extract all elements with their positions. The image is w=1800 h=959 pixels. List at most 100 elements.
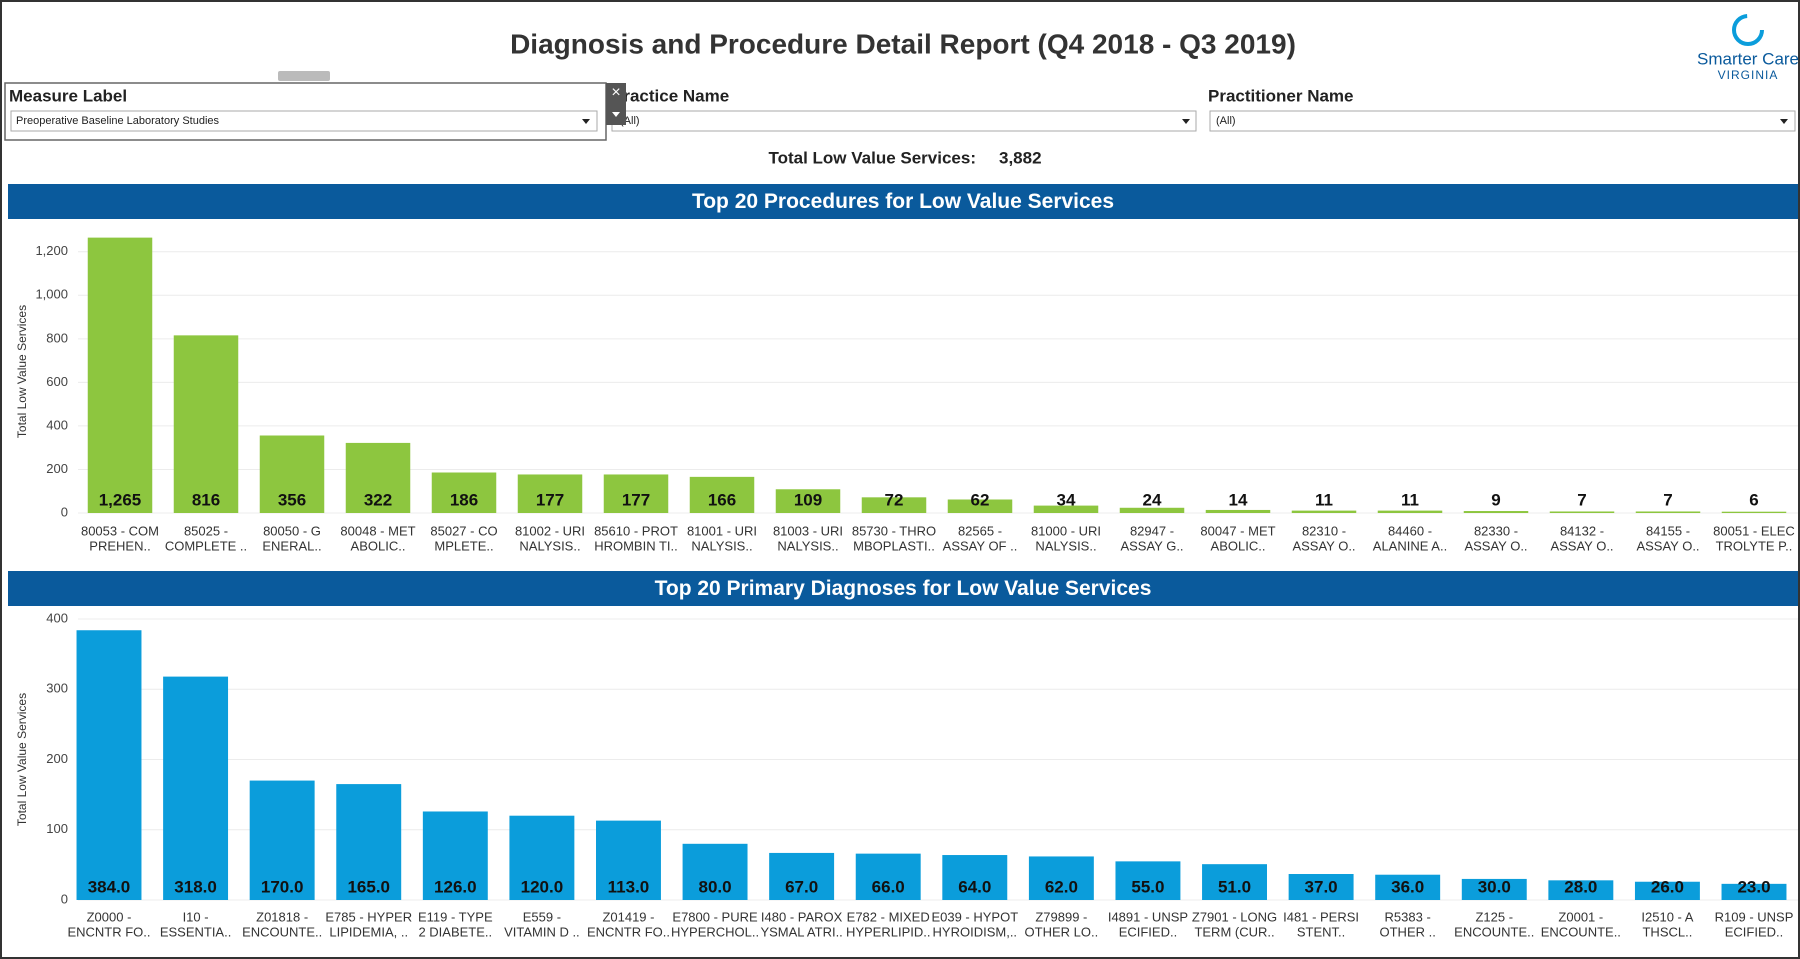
bar: [76, 630, 142, 900]
value-label: 126.0: [434, 877, 477, 896]
value-label: 36.0: [1391, 877, 1424, 896]
total-value: 3,882: [999, 148, 1042, 167]
value-label: 37.0: [1305, 877, 1338, 896]
value-label: 55.0: [1131, 877, 1164, 896]
x-tick-label: TERM (CUR..: [1194, 924, 1274, 939]
x-tick-label: MBOPLASTI..: [853, 538, 935, 553]
x-tick-label: 80051 - ELEC: [1713, 523, 1795, 538]
bar: [861, 497, 927, 513]
bar: [517, 474, 583, 513]
value-label: 318.0: [174, 877, 217, 896]
y-tick-label: 200: [46, 751, 68, 766]
x-tick-label: NALYSIS..: [777, 538, 838, 553]
x-tick-label: ECIFIED..: [1725, 924, 1784, 939]
value-label: 113.0: [608, 877, 650, 896]
y-tick-label: 600: [46, 374, 68, 389]
bar: [942, 855, 1008, 900]
value-label: 30.0: [1478, 877, 1511, 896]
bar: [1202, 864, 1267, 900]
close-button[interactable]: ×: [611, 84, 620, 101]
x-tick-label: I2510 - A: [1641, 909, 1693, 924]
bar: [173, 335, 239, 513]
section-title: Top 20 Primary Diagnoses for Low Value S…: [655, 577, 1152, 600]
y-tick-label: 1,000: [35, 287, 68, 302]
bar: [689, 476, 755, 513]
bar: [422, 811, 488, 900]
x-tick-label: STENT..: [1297, 924, 1345, 939]
x-tick-label: ECIFIED..: [1119, 924, 1178, 939]
bar: [1548, 880, 1614, 900]
x-tick-label: ASSAY O..: [1550, 538, 1613, 553]
value-label: 62: [971, 490, 990, 509]
x-tick-label: I4891 - UNSP: [1108, 909, 1188, 924]
x-tick-label: 81003 - URI: [773, 523, 843, 538]
x-tick-label: ABOLIC..: [351, 538, 406, 553]
value-label: 11: [1315, 490, 1333, 509]
bar: [1721, 883, 1787, 900]
x-tick-label: 82565 -: [958, 523, 1002, 538]
bar: [682, 843, 748, 900]
value-label: 7: [1663, 490, 1672, 509]
logo: Smarter Care VIRGINIA: [1697, 14, 1799, 82]
x-tick-label: 85025 -: [184, 523, 228, 538]
drag-handle[interactable]: [278, 71, 330, 81]
x-tick-label: 84132 -: [1560, 523, 1604, 538]
value-label: 14: [1229, 490, 1248, 509]
bar: [1549, 511, 1615, 513]
x-tick-label: TROLYTE P..: [1716, 538, 1793, 553]
bar: [87, 237, 153, 513]
bar: [947, 499, 1013, 513]
x-tick-label: OTHER ..: [1380, 924, 1436, 939]
x-tick-label: YSMAL ATRI..: [760, 924, 842, 939]
x-tick-label: Z125 -: [1475, 909, 1513, 924]
x-tick-label: ESSENTIA..: [160, 924, 232, 939]
bar: [1635, 511, 1701, 513]
value-label: 64.0: [958, 877, 991, 896]
value-label: 186: [450, 490, 478, 509]
bar: [775, 489, 841, 513]
bar: [596, 820, 661, 900]
filter-dropdown[interactable]: [1209, 110, 1796, 132]
x-tick-label: 85027 - CO: [430, 523, 497, 538]
filter-dropdown[interactable]: [10, 110, 598, 132]
bar: [509, 815, 575, 900]
bar: [1205, 509, 1271, 513]
section-banner: [8, 184, 1798, 219]
x-tick-label: ASSAY O..: [1636, 538, 1699, 553]
value-label: 7: [1577, 490, 1586, 509]
value-label: 166: [708, 490, 736, 509]
x-tick-label: I10 -: [183, 909, 209, 924]
bar: [1119, 507, 1185, 513]
filter-dropdown[interactable]: [611, 110, 1197, 132]
value-label: 109: [794, 490, 822, 509]
bar: [345, 442, 411, 513]
x-tick-label: E785 - HYPER: [325, 909, 412, 924]
x-tick-label: I481 - PERSI: [1283, 909, 1359, 924]
value-label: 28.0: [1564, 877, 1597, 896]
x-tick-label: COMPLETE ..: [165, 538, 247, 553]
dropdown-arrow: [1182, 119, 1190, 124]
x-tick-label: 85610 - PROT: [594, 523, 678, 538]
x-tick-label: ENCOUNTE..: [1454, 924, 1534, 939]
value-label: 322: [364, 490, 392, 509]
filter-label: Practice Name: [612, 86, 729, 105]
value-label: 177: [622, 490, 650, 509]
popup-arrow: [612, 112, 620, 117]
x-tick-label: HROMBIN TI..: [594, 538, 678, 553]
x-tick-label: LIPIDEMIA, ..: [329, 924, 408, 939]
bar: [769, 852, 835, 900]
y-tick-label: 400: [46, 417, 68, 432]
report-title: Diagnosis and Procedure Detail Report (Q…: [510, 28, 1296, 59]
x-tick-label: ASSAY O..: [1292, 538, 1355, 553]
x-tick-label: Z7901 - LONG: [1192, 909, 1277, 924]
value-label: 11: [1401, 490, 1419, 509]
bar: [431, 472, 497, 513]
section-banner: [8, 571, 1798, 606]
y-axis-title: Total Low Value Services: [15, 305, 29, 438]
value-label: 177: [536, 490, 564, 509]
x-tick-label: NALYSIS..: [1035, 538, 1096, 553]
x-tick-label: MPLETE..: [434, 538, 493, 553]
x-tick-label: VITAMIN D ..: [504, 924, 580, 939]
bar: [855, 853, 921, 900]
x-tick-label: 81001 - URI: [687, 523, 757, 538]
